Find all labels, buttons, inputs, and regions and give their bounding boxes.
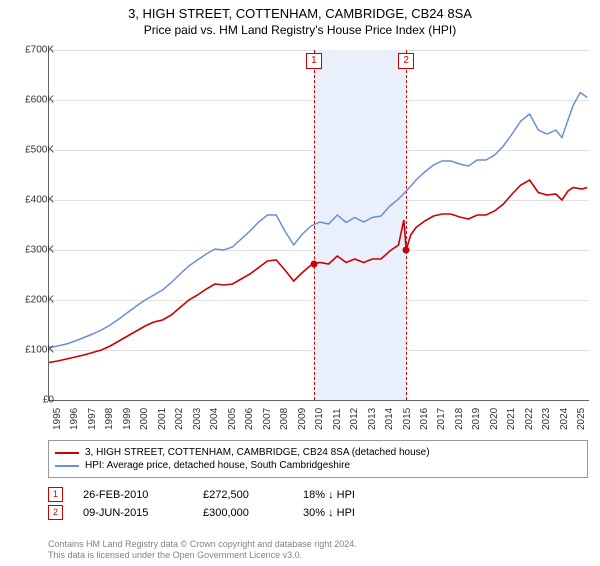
y-axis-label: £700K (10, 45, 54, 56)
x-axis-label: 2001 (157, 408, 168, 430)
x-axis-label: 2006 (244, 408, 255, 430)
footer-attribution: Contains HM Land Registry data © Crown c… (48, 539, 357, 562)
x-axis-label: 2000 (139, 408, 150, 430)
x-axis-label: 2023 (541, 408, 552, 430)
y-axis-label: £100K (10, 345, 54, 356)
series-address_line (49, 180, 587, 363)
x-axis-label: 2003 (192, 408, 203, 430)
series-hpi_line (49, 93, 587, 348)
sale-row-marker: 1 (48, 487, 63, 502)
sale-price: £300,000 (203, 507, 283, 519)
sale-row: 2 09-JUN-2015 £300,000 30% ↓ HPI (48, 505, 588, 520)
chart-plot-area: 12 (48, 50, 589, 401)
x-axis-label: 2022 (524, 408, 535, 430)
x-axis-label: 2008 (279, 408, 290, 430)
chart-subtitle: Price paid vs. HM Land Registry's House … (0, 23, 600, 37)
legend-label: 3, HIGH STREET, COTTENHAM, CAMBRIDGE, CB… (85, 447, 430, 458)
y-axis-label: £600K (10, 95, 54, 106)
chart-lines (49, 50, 589, 400)
sale-hpi-delta: 18% ↓ HPI (303, 489, 383, 501)
x-axis-label: 2016 (419, 408, 430, 430)
x-axis-label: 2024 (559, 408, 570, 430)
x-axis-label: 1997 (87, 408, 98, 430)
x-axis-label: 2018 (454, 408, 465, 430)
sale-price: £272,500 (203, 489, 283, 501)
y-axis-label: £500K (10, 145, 54, 156)
chart-legend: 3, HIGH STREET, COTTENHAM, CAMBRIDGE, CB… (48, 440, 588, 478)
legend-swatch (55, 452, 79, 454)
x-axis-label: 2014 (384, 408, 395, 430)
legend-swatch (55, 465, 79, 467)
y-axis-label: £0 (10, 395, 54, 406)
y-axis-label: £400K (10, 195, 54, 206)
x-axis-label: 1998 (104, 408, 115, 430)
x-axis-label: 2004 (209, 408, 220, 430)
chart-title: 3, HIGH STREET, COTTENHAM, CAMBRIDGE, CB… (0, 6, 600, 21)
legend-label: HPI: Average price, detached house, Sout… (85, 460, 350, 471)
legend-item: 3, HIGH STREET, COTTENHAM, CAMBRIDGE, CB… (55, 447, 581, 458)
x-axis-label: 2025 (576, 408, 587, 430)
x-axis-label: 2007 (262, 408, 273, 430)
footer-line2: This data is licensed under the Open Gov… (48, 550, 357, 562)
footer-line1: Contains HM Land Registry data © Crown c… (48, 539, 357, 551)
sale-date: 26-FEB-2010 (83, 489, 183, 501)
sale-hpi-delta: 30% ↓ HPI (303, 507, 383, 519)
sale-row: 1 26-FEB-2010 £272,500 18% ↓ HPI (48, 487, 588, 502)
x-axis-label: 2005 (227, 408, 238, 430)
x-axis-label: 2013 (367, 408, 378, 430)
x-axis-label: 2009 (297, 408, 308, 430)
x-axis-label: 2017 (436, 408, 447, 430)
x-axis-label: 2010 (314, 408, 325, 430)
sales-table: 1 26-FEB-2010 £272,500 18% ↓ HPI 2 09-JUN-201… (48, 484, 588, 523)
x-axis-label: 2021 (506, 408, 517, 430)
x-axis-label: 1999 (122, 408, 133, 430)
y-axis-label: £200K (10, 295, 54, 306)
sale-date: 09-JUN-2015 (83, 507, 183, 519)
x-axis-label: 1995 (52, 408, 63, 430)
legend-item: HPI: Average price, detached house, Sout… (55, 460, 581, 471)
x-axis-label: 2002 (174, 408, 185, 430)
x-axis-label: 1996 (69, 408, 80, 430)
x-axis-label: 2019 (471, 408, 482, 430)
y-axis-label: £300K (10, 245, 54, 256)
x-axis-label: 2020 (489, 408, 500, 430)
x-axis-label: 2015 (402, 408, 413, 430)
sale-row-marker: 2 (48, 505, 63, 520)
x-axis-label: 2011 (332, 408, 343, 430)
x-axis-label: 2012 (349, 408, 360, 430)
